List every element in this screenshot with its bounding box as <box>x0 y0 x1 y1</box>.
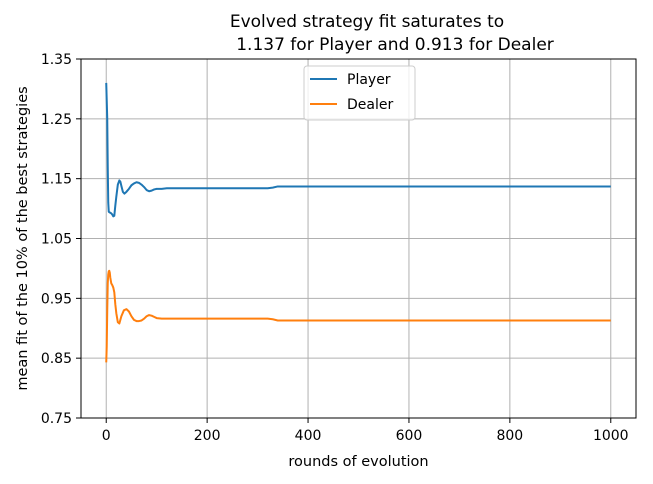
x-axis-label: rounds of evolution <box>288 454 428 470</box>
x-tick-label-0: 0 <box>102 428 111 444</box>
y-axis-label: mean fit of the 10% of the best strategi… <box>15 86 31 390</box>
y-axis-ticks: 0.75 0.85 0.95 1.05 1.15 1.25 1.35 <box>41 52 81 427</box>
x-tick-label-1: 200 <box>194 428 221 444</box>
y-tick-label-5: 1.25 <box>41 112 72 128</box>
y-tick-label-4: 1.15 <box>41 172 72 188</box>
y-tick-label-0: 0.75 <box>41 411 72 427</box>
y-tick-label-3: 1.05 <box>41 232 72 248</box>
y-tick-label-2: 0.95 <box>41 291 72 307</box>
series-lines <box>105 82 611 363</box>
series-line-dealer <box>105 269 611 363</box>
legend-label-dealer: Dealer <box>347 97 393 113</box>
legend-label-player: Player <box>347 72 391 88</box>
y-tick-label-6: 1.35 <box>41 52 72 68</box>
x-tick-label-3: 600 <box>396 428 423 444</box>
x-tick-label-2: 400 <box>295 428 322 444</box>
x-tick-label-4: 800 <box>496 428 523 444</box>
chart-title-line-1: Evolved strategy fit saturates to <box>230 12 504 32</box>
chart-title-line-2: 1.137 for Player and 0.913 for Dealer <box>236 35 554 55</box>
x-tick-label-5: 1000 <box>593 428 629 444</box>
legend: Player Dealer <box>303 65 416 121</box>
series-line-player <box>105 82 611 218</box>
y-tick-label-1: 0.85 <box>41 351 72 367</box>
chart-title: Evolved strategy fit saturates to 1.137 … <box>230 12 554 55</box>
x-axis-ticks: 0 200 400 600 800 1000 <box>102 418 629 444</box>
